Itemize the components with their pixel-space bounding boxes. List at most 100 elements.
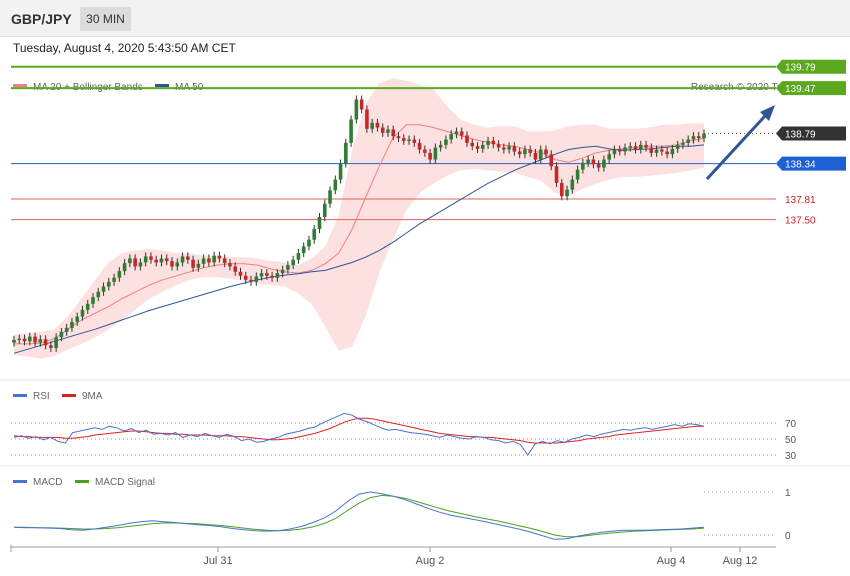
candle [475,146,480,149]
candle [586,159,590,163]
candle [559,182,564,197]
candle [428,152,432,160]
candle [107,281,111,287]
candle [101,286,106,292]
forecast-arrow [705,114,767,181]
candle [64,327,69,332]
forecast-arrow-head [760,105,775,121]
rsi-ma-legend-swatch [62,394,76,397]
candle [517,151,522,155]
resistance-tag-bg [776,59,846,74]
candle [149,256,153,260]
candle [507,146,511,150]
candle [565,189,569,197]
candle [217,255,222,259]
pivot-tag-bg [776,156,846,171]
candle [75,316,80,322]
ma50-line [13,144,705,354]
macd-panel: 10 [13,488,791,542]
candle [681,142,685,145]
candle [675,144,680,149]
candle [312,229,317,240]
candle [354,99,359,120]
candle [365,109,369,129]
candle [28,336,32,342]
candle [349,119,353,143]
candle [59,331,64,338]
candle [623,147,627,152]
candle [596,164,601,168]
candle [423,149,427,153]
candle [333,179,338,191]
macd-line [13,491,705,540]
candle [549,154,554,167]
candle [438,144,443,148]
candle [538,149,543,160]
candle [617,149,622,152]
candle [328,190,332,204]
candle [91,297,95,304]
candle [691,136,696,140]
candle [570,179,575,190]
candle [233,266,238,272]
candle [417,142,422,150]
candle [259,273,264,277]
resistance-tag: 139.47 [785,84,816,95]
candle [602,159,606,168]
ma50-legend-swatch [155,84,169,87]
candle [70,321,74,328]
candle [496,144,501,148]
time-tick-label: Jul 31 [203,555,232,567]
candle [249,279,253,282]
time-axis: Jul 31 Aug 2 Aug 4 Aug 12 [10,545,758,567]
candle [465,135,469,143]
candle [412,139,417,143]
timeframe-button[interactable]: 30 MIN [80,7,131,31]
rsi-ma-line [13,417,704,444]
time-tick-label: Aug 2 [416,555,445,567]
candle [238,271,243,276]
candle [170,261,174,267]
rsi-tick-label: 30 [785,451,797,462]
rsi-ma-legend-label: 9MA [82,391,103,402]
candle [196,263,201,268]
candle [154,259,159,263]
candle [607,154,611,160]
ma20-line [14,124,705,345]
candle [696,136,701,139]
bollinger-bands [14,78,704,359]
rsi-line [13,412,705,456]
time-tick-label: Aug 12 [723,555,758,567]
candle [317,217,322,230]
resistance-tag: 139.79 [785,63,816,74]
candle [222,258,227,264]
candle [228,263,232,267]
candle [186,256,190,260]
candle [138,262,143,267]
candle [370,122,374,129]
candle [128,258,132,264]
candle [644,144,648,148]
ma20-legend-swatch [13,84,27,87]
rsi-panel: 70 50 30 [11,412,797,462]
candle [280,269,285,274]
candle [633,146,638,150]
candle [180,256,185,263]
candle [654,149,659,153]
last-price-tag: 138.79 [785,130,816,141]
candle [212,255,216,263]
price-levels [11,65,776,221]
candle [164,258,169,262]
candle [702,133,706,139]
candle [512,146,517,152]
candle [591,159,596,165]
last-price-tag-bg [776,126,846,141]
candle [686,139,690,143]
candle [38,339,43,343]
candle [33,336,37,343]
candle [96,291,101,298]
candle [470,142,475,147]
candle [191,259,195,268]
candle [286,265,290,270]
